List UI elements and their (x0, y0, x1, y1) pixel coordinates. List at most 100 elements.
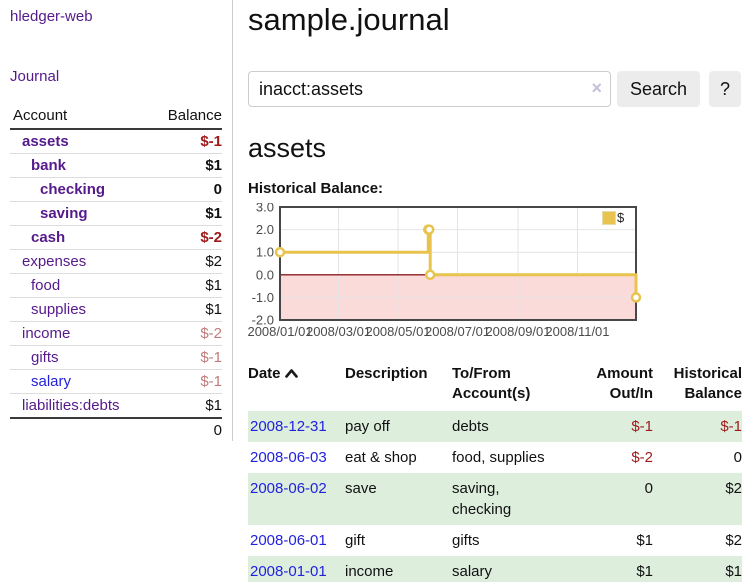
svg-text:0.0: 0.0 (256, 267, 274, 282)
account-row: food $1 (10, 273, 222, 298)
account-column-header: To/From Account(s) (452, 365, 531, 402)
transaction-amount: 0 (644, 480, 653, 497)
svg-text:-1.0: -1.0 (252, 290, 274, 305)
account-link-checking[interactable]: checking (40, 181, 106, 198)
transaction-amount: $-2 (631, 449, 653, 466)
account-row: supplies $1 (10, 297, 222, 322)
transaction-description: income (345, 563, 394, 580)
transaction-amount: $1 (636, 532, 653, 549)
account-link-expenses[interactable]: expenses (22, 253, 87, 270)
account-link-saving[interactable]: saving (40, 205, 88, 222)
help-button[interactable]: ? (709, 71, 742, 107)
transaction-balance: $2 (725, 480, 742, 497)
accounts-table: Account Balance assets $-1 bank $1 check… (10, 104, 222, 442)
account-balance: $1 (149, 297, 222, 322)
transaction-description: save (345, 480, 377, 497)
svg-text:3.0: 3.0 (256, 203, 274, 215)
accounts-table-header: Account Balance (10, 104, 222, 130)
svg-text:2008/01/01: 2008/01/01 (248, 324, 313, 339)
clear-search-icon[interactable]: × (591, 78, 602, 98)
app-title-link[interactable]: hledger-web (10, 8, 93, 25)
svg-text:2008/11/01: 2008/11/01 (545, 324, 609, 339)
account-link-assets[interactable]: assets (22, 133, 69, 150)
account-link-supplies[interactable]: supplies (31, 301, 87, 318)
historical-balance-chart: 3.0 2.0 1.0 0.0 -1.0 -2.0 2008/01/01 2008/03/01… (248, 203, 742, 343)
transaction-description: eat & shop (345, 449, 417, 466)
transaction-date-link[interactable]: 2008-01-01 (250, 563, 327, 580)
account-row: salary $-1 (10, 369, 222, 394)
transaction-date-link[interactable]: 2008-06-02 (250, 480, 327, 497)
amount-column-header: Amount Out/In (596, 365, 653, 402)
account-heading: assets (248, 133, 327, 163)
description-column-header: Description (345, 365, 428, 382)
series-legend-label: $ (617, 210, 625, 225)
transaction-balance: 0 (733, 449, 742, 466)
search-button[interactable]: Search (617, 71, 701, 107)
svg-text:2008/05/01: 2008/05/01 (365, 324, 430, 339)
account-balance: $1 (149, 201, 222, 226)
account-balance: $-1 (200, 133, 222, 150)
account-link-gifts[interactable]: gifts (31, 349, 59, 366)
account-balance: $1 (149, 153, 222, 178)
svg-text:2008/03/01: 2008/03/01 (306, 324, 371, 339)
register-table: Date Description To/From Account(s) Amou… (248, 362, 742, 582)
transaction-balance: $-1 (720, 418, 742, 435)
svg-text:1.0: 1.0 (256, 245, 274, 260)
account-balance: $1 (149, 273, 222, 298)
account-balance: $-1 (149, 345, 222, 370)
transaction-accounts: saving, checking (452, 480, 512, 518)
account-balance: 0 (149, 177, 222, 202)
svg-text:2.0: 2.0 (256, 222, 274, 237)
account-row: bank $1 (10, 153, 222, 178)
account-link-liabilities-debts[interactable]: liabilities:debts (22, 397, 120, 414)
account-balance: $-2 (149, 321, 222, 346)
sidebar-item-journal[interactable]: Journal (10, 68, 60, 85)
account-row: cash $-2 (10, 225, 222, 250)
svg-text:2008/09/01: 2008/09/01 (485, 324, 550, 339)
search-bar: × Search ? (248, 71, 742, 107)
transaction-balance: $1 (725, 563, 742, 580)
account-balance: $-2 (149, 225, 222, 250)
transaction-date-link[interactable]: 2008-12-31 (250, 418, 327, 435)
account-link-income[interactable]: income (22, 325, 71, 342)
app-title: hledger-web (10, 8, 222, 26)
balance-column-header: Balance (149, 104, 222, 130)
svg-text:2008/07/01: 2008/07/01 (425, 324, 490, 339)
balance-column-header: Historical Balance (673, 365, 742, 402)
sidebar: hledger-web Journal Account Balance asse… (0, 0, 233, 442)
transaction-date-link[interactable]: 2008-06-01 (250, 532, 327, 549)
account-balance: $2 (149, 249, 222, 274)
account-balance: $1 (149, 393, 222, 418)
account-row: income $-2 (10, 321, 222, 346)
account-link-food[interactable]: food (31, 277, 61, 294)
main-content: sample.journal × Search ? assets Histori… (248, 0, 742, 582)
transaction-amount: $-1 (631, 418, 653, 435)
transaction-accounts: food, supplies (452, 449, 545, 466)
date-column-header[interactable]: Date (248, 362, 345, 411)
account-link-bank[interactable]: bank (31, 157, 67, 174)
transaction-description: gift (345, 532, 366, 549)
account-row: assets $-1 (10, 129, 222, 154)
account-column-header: Account (10, 104, 150, 130)
transaction-amount: $1 (636, 563, 653, 580)
svg-text:-2.0: -2.0 (252, 313, 274, 328)
transaction-row: 2008-01-01 income salary $1 $1 (248, 556, 742, 582)
search-input[interactable] (248, 71, 611, 107)
transaction-description: pay off (345, 418, 390, 435)
account-balance: $-1 (149, 369, 222, 394)
register-header-row: Date Description To/From Account(s) Amou… (248, 362, 742, 411)
account-row: expenses $2 (10, 249, 222, 274)
sort-ascending-icon (284, 364, 298, 384)
transaction-row: 2008-06-02 save saving, checking 0 $2 (248, 473, 742, 525)
transaction-date-link[interactable]: 2008-06-03 (250, 449, 327, 466)
account-link-cash[interactable]: cash (31, 229, 66, 246)
account-row: saving $1 (10, 201, 222, 226)
account-row: gifts $-1 (10, 345, 222, 370)
chart-canvas: 3.0 2.0 1.0 0.0 -1.0 -2.02008/01/012008/03/01… (248, 203, 642, 339)
transaction-row: 2008-06-01 gift gifts $1 $2 (248, 525, 742, 556)
account-link-salary[interactable]: salary (31, 373, 72, 390)
account-row: liabilities:debts $1 (10, 393, 222, 418)
chart-legend: $ (602, 210, 624, 225)
transaction-accounts: debts (452, 418, 489, 435)
